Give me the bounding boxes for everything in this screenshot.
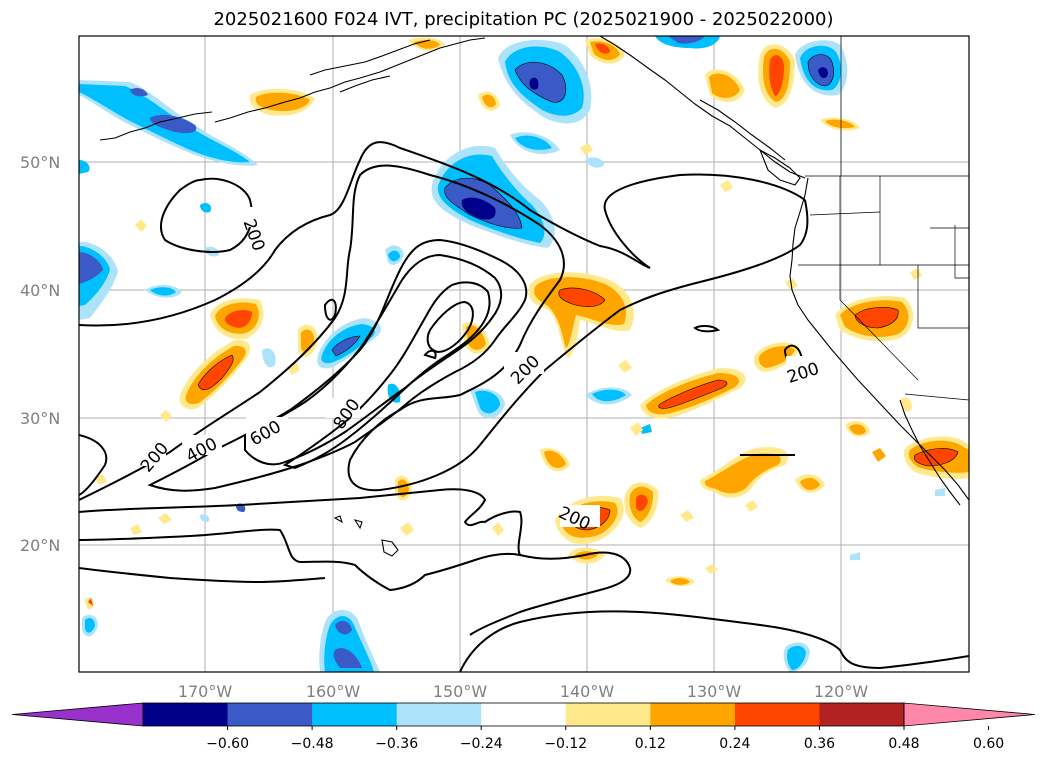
lat-label-20n: 20°N (20, 536, 60, 555)
colorbar-extend-high (903, 702, 1036, 727)
colorbar-segment (481, 703, 567, 726)
colorbar-segment (396, 703, 482, 726)
colorbar-tick-label: −0.12 (544, 736, 587, 752)
colorbar-segment (312, 703, 398, 726)
negative-anomaly-regions (79, 36, 945, 672)
lon-label-130w: 130°W (687, 682, 742, 701)
colorbar-tick-label: 0.60 (973, 736, 1004, 752)
lon-label-140w: 140°W (560, 682, 615, 701)
lat-label-50n: 50°N (20, 153, 60, 172)
colorbar-tick-label: 0.36 (804, 736, 835, 752)
colorbar-tick-label: 0.24 (719, 736, 750, 752)
colorbar-tick-label: −0.48 (291, 736, 334, 752)
map-title: 2025021600 F024 IVT, precipitation PC (2… (213, 9, 834, 30)
colorbar-frame (142, 702, 905, 727)
colorbar-segment (143, 703, 229, 726)
map-frame (78, 35, 970, 673)
colorbar-tick-label: 0.48 (888, 736, 919, 752)
colorbar-segment (734, 703, 820, 726)
lon-label-160w: 160°W (306, 682, 361, 701)
lat-label-40n: 40°N (20, 281, 60, 300)
latitude-labels: 50°N 40°N 30°N 20°N (20, 153, 60, 555)
lon-label-170w: 170°W (178, 682, 233, 701)
lon-label-150w: 150°W (433, 682, 488, 701)
colorbar-tick-label: −0.36 (375, 736, 418, 752)
colorbar-tick-label: −0.60 (206, 736, 249, 752)
colorbar-segment (227, 703, 313, 726)
colorbar-segment (650, 703, 736, 726)
colorbar-tick-label: −0.24 (460, 736, 503, 752)
coastlines (99, 36, 969, 557)
political-boundaries (798, 36, 969, 401)
colorbar-segment (819, 703, 905, 726)
colorbar-tick-label: 0.12 (635, 736, 666, 752)
colorbar-segment (565, 703, 651, 726)
colorbar: −0.60 −0.48 −0.36 −0.24 −0.12 0.12 0.24 0.36 0.4… (11, 702, 1036, 752)
lat-label-30n: 30°N (20, 409, 60, 428)
colorbar-extend-low (11, 702, 144, 727)
anomaly-outlines (197, 54, 959, 531)
lon-label-120w: 120°W (814, 682, 869, 701)
longitude-labels: 170°W 160°W 150°W 140°W 130°W 120°W (178, 682, 869, 701)
